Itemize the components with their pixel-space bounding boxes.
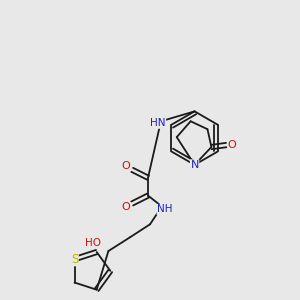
- Text: O: O: [228, 140, 237, 150]
- Text: O: O: [122, 202, 130, 212]
- Text: HO: HO: [85, 238, 101, 248]
- Text: O: O: [122, 161, 130, 171]
- Text: NH: NH: [157, 204, 172, 214]
- Text: N: N: [190, 160, 199, 170]
- Text: HN: HN: [150, 118, 166, 128]
- Text: S: S: [71, 253, 78, 266]
